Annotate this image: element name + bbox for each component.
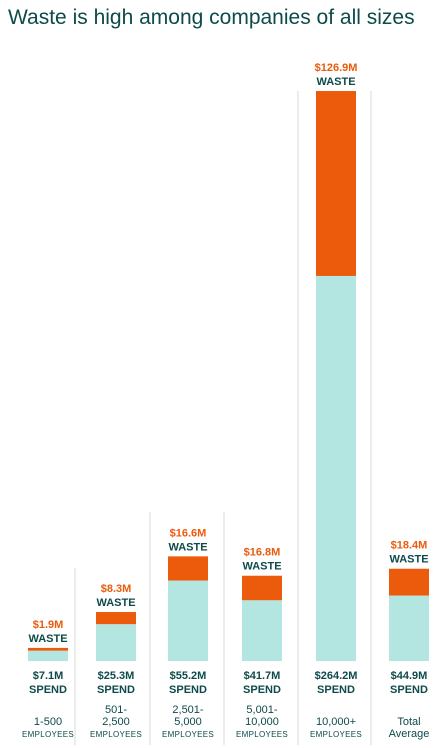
category-label: 2,501- <box>172 704 204 716</box>
waste-series-label: WASTE <box>28 633 67 645</box>
spend-series-label: SPEND <box>97 684 135 696</box>
spend-value-label: $7.1M <box>33 670 64 682</box>
category-label: 501- <box>105 704 127 716</box>
bar-spend <box>168 580 208 661</box>
spend-series-label: SPEND <box>317 684 355 696</box>
category-label: 10,000 <box>245 716 279 728</box>
bar-waste <box>316 91 356 276</box>
category-label: Average <box>389 728 430 740</box>
spend-series-label: SPEND <box>169 684 207 696</box>
category-sublabel: EMPLOYEES <box>22 730 74 739</box>
bar-waste <box>96 612 136 625</box>
waste-series-label: WASTE <box>96 597 135 609</box>
bar-waste <box>242 575 282 601</box>
spend-series-label: SPEND <box>243 684 281 696</box>
waste-value-label: $1.9M <box>33 619 64 631</box>
waste-series-label: WASTE <box>316 76 355 88</box>
bar-spend <box>316 275 356 661</box>
bar-waste <box>28 647 68 651</box>
category-label: 5,001- <box>246 704 278 716</box>
category-sublabel: EMPLOYEES <box>236 730 288 739</box>
category-label: 1-500 <box>34 716 62 728</box>
bar-spend <box>28 650 68 661</box>
category-sublabel: EMPLOYEES <box>310 730 362 739</box>
spend-value-label: $25.3M <box>98 670 135 682</box>
category-label: 5,000 <box>174 716 202 728</box>
waste-series-label: WASTE <box>242 561 281 573</box>
bar-waste <box>389 568 429 596</box>
category-sublabel: EMPLOYEES <box>90 730 142 739</box>
waste-value-label: $16.6M <box>170 527 207 539</box>
waste-value-label: $18.4M <box>391 540 428 552</box>
waste-value-label: $126.9M <box>315 62 358 74</box>
bar-waste <box>168 556 208 581</box>
spend-value-label: $41.7M <box>244 670 281 682</box>
waste-series-label: WASTE <box>389 554 428 566</box>
spend-series-label: SPEND <box>390 684 428 696</box>
bar-spend <box>389 595 429 661</box>
spend-value-label: $55.2M <box>170 670 207 682</box>
category-sublabel: EMPLOYEES <box>162 730 214 739</box>
chart-title: Waste is high among companies of all siz… <box>8 6 415 29</box>
bar-spend <box>96 624 136 661</box>
waste-value-label: $8.3M <box>101 583 132 595</box>
category-label: 2,500 <box>102 716 130 728</box>
spend-series-label: SPEND <box>29 684 67 696</box>
category-label: 10,000+ <box>316 716 356 728</box>
bar-spend <box>242 600 282 661</box>
category-label: Total <box>397 716 420 728</box>
waste-value-label: $16.8M <box>244 547 281 559</box>
waste-series-label: WASTE <box>168 541 207 553</box>
spend-value-label: $264.2M <box>315 670 358 682</box>
spend-value-label: $44.9M <box>391 670 428 682</box>
